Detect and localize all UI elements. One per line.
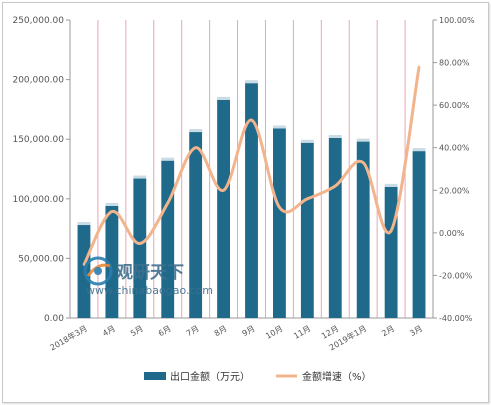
right-tick-label: 60.00%: [439, 101, 470, 110]
right-tick-label: 80.00%: [439, 59, 470, 68]
growth-point: [417, 65, 421, 69]
bar-top: [133, 175, 147, 179]
bar: [300, 142, 314, 318]
line-series: [82, 65, 421, 266]
left-tick-label: 200,000.00: [12, 76, 64, 86]
x-tick-label: 8月: [213, 324, 229, 338]
bar: [328, 138, 342, 318]
growth-point: [250, 118, 253, 122]
growth-point: [278, 206, 281, 209]
legend-bar-label: 出口金额（万元）: [170, 370, 250, 383]
watermark-logo-icon: [83, 256, 113, 286]
bar: [217, 99, 230, 318]
growth-point: [166, 201, 169, 205]
bar-top: [105, 202, 119, 206]
bar-top: [384, 183, 398, 187]
legend-line-label: 金额增速（%）: [302, 370, 372, 383]
bar-top: [189, 129, 203, 133]
bar-top: [356, 138, 370, 142]
x-tick-label: 2018年3月: [48, 323, 89, 352]
bar-top: [77, 222, 91, 226]
growth-point: [361, 161, 365, 164]
bar: [245, 83, 258, 319]
bar-top: [161, 157, 175, 161]
right-tick-label: 20.00%: [439, 186, 470, 195]
bar: [105, 205, 119, 318]
bar: [356, 141, 370, 318]
x-tick-label: 3月: [408, 324, 424, 338]
left-tick-label: 100,000.00: [12, 195, 64, 205]
bar-top: [245, 80, 258, 84]
right-tick-label: -40.00%: [439, 314, 473, 323]
growth-point: [334, 184, 337, 188]
growth-line: [82, 66, 421, 266]
growth-point: [306, 197, 309, 200]
bar-series: [77, 80, 426, 319]
bar-top: [300, 139, 314, 143]
left-axis-ticks: 0.00 50,000.00 100,000.00 150,000.00 200,000…: [12, 16, 70, 324]
left-tick-label: 50,000.00: [18, 254, 64, 264]
growth-point: [194, 146, 197, 149]
right-tick-label: -20.00%: [439, 271, 473, 280]
legend-bar-swatch: [144, 372, 166, 380]
bar: [412, 151, 426, 318]
left-tick-label: 250,000.00: [12, 16, 64, 26]
bar: [273, 128, 286, 318]
x-tick-label: 7月: [185, 324, 201, 338]
right-tick-label: 0.00%: [439, 229, 465, 238]
x-tick-label: 4月: [101, 324, 117, 338]
bar: [384, 186, 398, 318]
watermark: 观研天下 www.chinabaogao.com: [83, 256, 213, 297]
growth-point: [138, 242, 142, 245]
left-tick-label: 0.00: [44, 314, 64, 324]
watermark-url: www.chinabaogao.com: [86, 284, 213, 297]
legend: 出口金额（万元） 金额增速（%）: [144, 370, 372, 383]
growth-point: [389, 229, 393, 232]
x-tick-label: 10月: [264, 324, 284, 341]
bar-top: [273, 125, 286, 129]
x-tick-label: 9月: [241, 324, 257, 338]
x-tick-label: 6月: [157, 324, 173, 338]
growth-point: [82, 263, 86, 266]
right-tick-label: 40.00%: [439, 144, 470, 153]
x-tick-label: 2月: [380, 324, 396, 338]
watermark-brand: 观研天下: [115, 263, 184, 283]
bar-top: [328, 135, 342, 139]
right-tick-label: 100.00%: [439, 16, 475, 25]
growth-point: [222, 189, 225, 192]
x-tick-label: 11月: [292, 324, 312, 341]
growth-point: [110, 210, 114, 213]
bar-top: [412, 148, 426, 152]
x-tick-label: 5月: [129, 324, 145, 338]
left-tick-label: 150,000.00: [12, 135, 64, 145]
bar: [133, 178, 147, 318]
bar: [189, 132, 203, 318]
right-axis-ticks: -40.00% -20.00% 0.00% 20.00% 40.00% 60.00% 80.…: [433, 16, 475, 323]
bar-top: [217, 96, 230, 100]
